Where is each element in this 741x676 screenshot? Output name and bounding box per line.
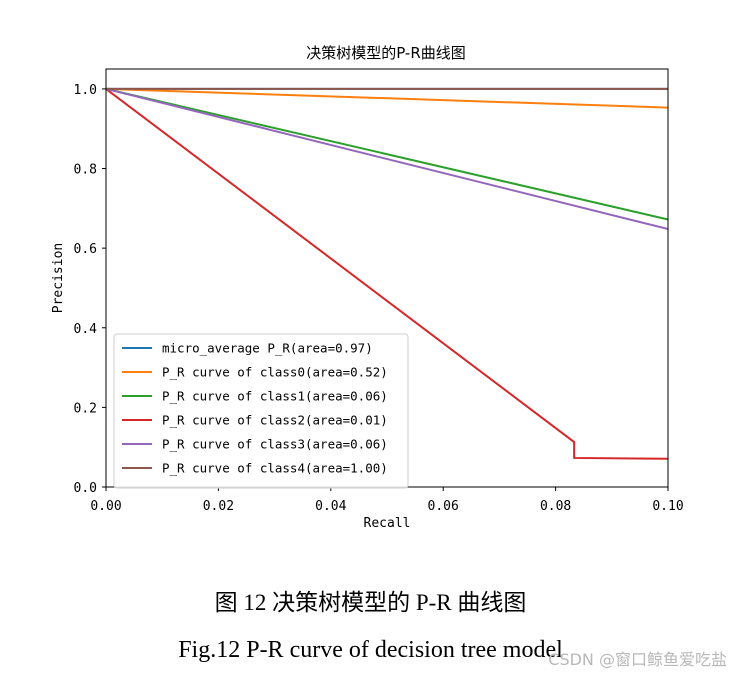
x-tick-label: 0.04: [315, 499, 346, 514]
y-tick-label: 0.4: [74, 322, 98, 337]
series-line-1: [105, 87, 669, 109]
y-tick-label: 1.0: [74, 83, 97, 98]
y-tick-label: 0.6: [74, 242, 97, 257]
legend-box: [113, 333, 409, 489]
legend-label-4: P_R curve of class3(area=0.06): [162, 437, 388, 452]
watermark: CSDN @窗口鲸鱼爱吃盐: [548, 650, 727, 669]
y-axis-label: Precision: [51, 243, 66, 313]
series-line-3: [105, 88, 669, 460]
y-tick-label: 0.8: [74, 163, 97, 178]
x-tick-label: 0.06: [428, 499, 459, 514]
legend-label-5: P_R curve of class4(area=1.00): [162, 461, 388, 476]
series-line-2: [105, 87, 669, 221]
x-tick-label: 0.02: [203, 499, 234, 514]
x-axis-label: Recall: [364, 516, 411, 531]
x-tick-label: 0.10: [652, 499, 683, 514]
figure-caption-chinese: 图 12 决策树模型的 P-R 曲线图: [214, 590, 527, 615]
legend-label-2: P_R curve of class1(area=0.06): [162, 389, 388, 404]
x-tick-label: 0.00: [90, 499, 121, 514]
ticks-layer: 0.00 0.02 0.04 0.06 0.08 0.10 0.0 0.2 0.4 0.6 0.8 1…: [74, 83, 684, 514]
pr-curve-chart: 决策树模型的P-R曲线图 0.00 0.02 0.04 0.06 0.08 0.100.0…: [51, 44, 684, 531]
chart-title: 决策树模型的P-R曲线图: [306, 44, 466, 62]
series-line-4: [105, 87, 669, 231]
figure-caption-english: Fig.12 P-R curve of decision tree model: [178, 637, 563, 663]
x-tick-label: 0.08: [540, 499, 571, 514]
legend-label-0: micro_average P_R(area=0.97): [162, 341, 373, 356]
y-tick-label: 0.2: [74, 401, 97, 416]
legend-label-1: P_R curve of class0(area=0.52): [162, 365, 388, 380]
y-tick-label: 0.0: [74, 481, 97, 496]
legend-label-3: P_R curve of class2(area=0.01): [162, 413, 388, 428]
legend: micro_average P_R(area=0.97) P_R curve of…: [113, 333, 409, 489]
series-layer: [105, 87, 669, 460]
